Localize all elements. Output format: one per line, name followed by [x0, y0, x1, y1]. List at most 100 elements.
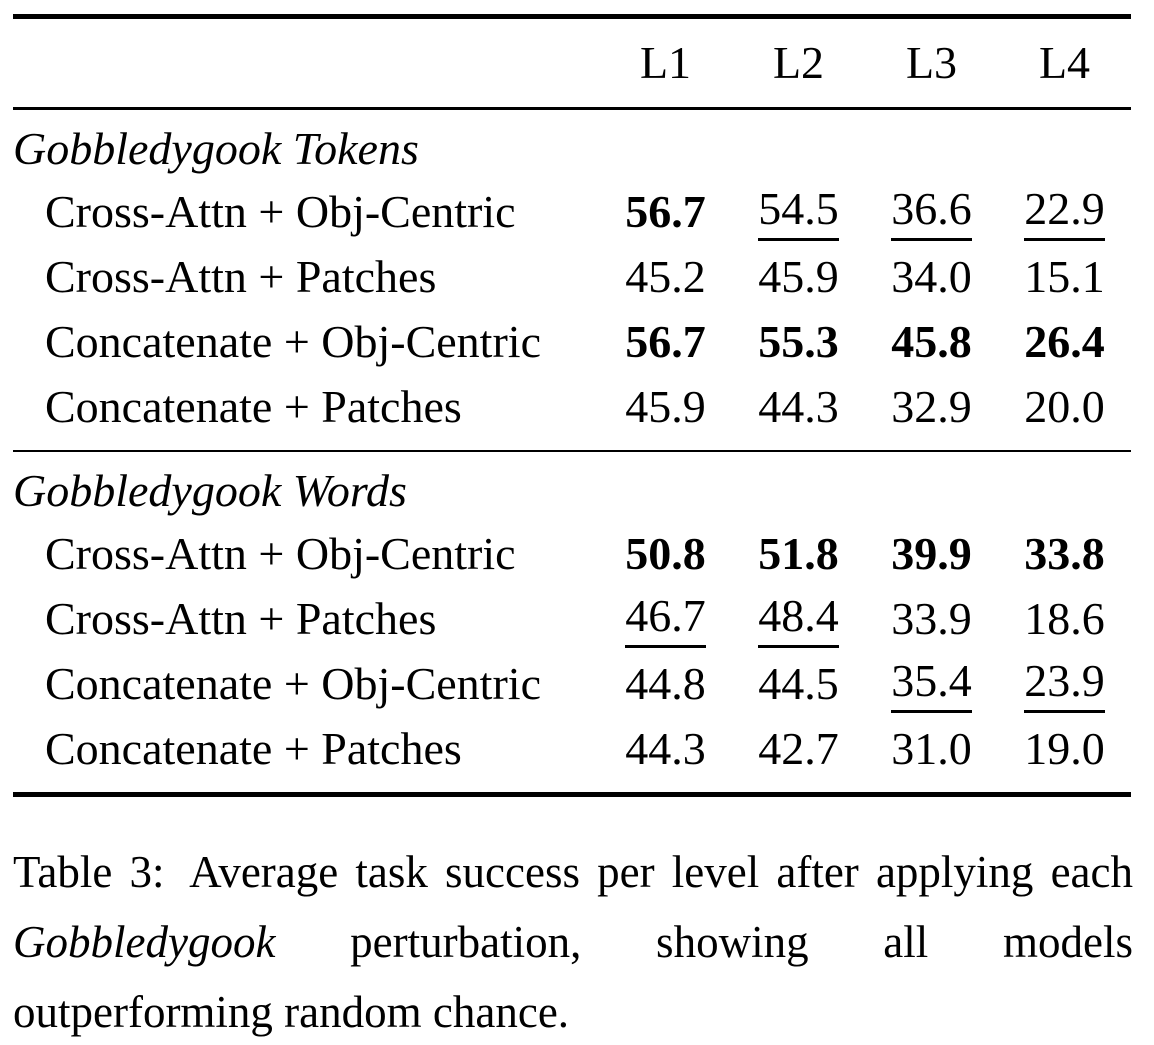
value-cell: 34.0: [865, 251, 998, 303]
value-cell: 32.9: [865, 381, 998, 433]
value-cell: 23.9: [998, 656, 1131, 713]
value-cell: 45.9: [599, 381, 732, 433]
value-text: 54.5: [758, 184, 839, 241]
value-cell: 19.0: [998, 723, 1131, 775]
row-label: Concatenate + Obj-Centric: [45, 316, 541, 368]
caption-label: Table 3:: [13, 847, 165, 897]
value-cell: 54.5: [732, 184, 865, 241]
table-row: Concatenate + Patches 45.9 44.3 32.9 20.0: [13, 375, 1131, 440]
value-cell: 20.0: [998, 381, 1131, 433]
value-cell: 33.9: [865, 593, 998, 645]
value-cell: 33.8: [998, 528, 1131, 580]
value-cell: 55.3: [732, 316, 865, 368]
value-text: 36.6: [891, 184, 972, 241]
value-text: 35.4: [891, 656, 972, 713]
value-cell: 44.3: [599, 723, 732, 775]
table-row: Concatenate + Patches 44.3 42.7 31.0 19.0: [13, 717, 1131, 782]
value-text: 44.8: [625, 658, 706, 710]
value-cell: 50.8: [599, 528, 732, 580]
table-header-row: L1 L2 L3 L4: [13, 19, 1131, 107]
table-top-rule: [13, 14, 1131, 19]
value-cell: 45.2: [599, 251, 732, 303]
column-header-l2: L2: [772, 36, 825, 88]
value-text: 15.1: [1024, 251, 1105, 303]
value-text: 22.9: [1024, 184, 1105, 241]
caption-text-after: perturbation, showing all models outperf…: [13, 917, 1134, 1037]
value-text: 33.8: [1024, 528, 1105, 580]
table-header-rule: [13, 107, 1131, 110]
caption-text-before: Average task success per level after app…: [189, 847, 1134, 897]
value-cell: 45.9: [732, 251, 865, 303]
value-cell: 39.9: [865, 528, 998, 580]
value-text: 39.9: [891, 528, 972, 580]
row-label: Concatenate + Obj-Centric: [45, 658, 541, 710]
value-cell: 42.7: [732, 723, 865, 775]
value-text: 45.9: [625, 381, 706, 433]
value-cell: 18.6: [998, 593, 1131, 645]
value-text: 31.0: [891, 723, 972, 775]
value-text: 42.7: [758, 723, 839, 775]
table-row: Cross-Attn + Obj-Centric 56.7 54.5 36.6 22.9: [13, 180, 1131, 245]
table-row: Cross-Attn + Patches 46.7 48.4 33.9 18.6: [13, 587, 1131, 652]
value-text: 56.7: [625, 316, 706, 368]
value-cell: 31.0: [865, 723, 998, 775]
section-title: Gobbledygook Tokens: [13, 122, 419, 174]
table-row: Concatenate + Obj-Centric 56.7 55.3 45.8 26.…: [13, 310, 1131, 375]
table-body: Gobbledygook Tokens Cross-Attn + Obj-Cent…: [13, 110, 1131, 792]
value-cell: 44.8: [599, 658, 732, 710]
row-label: Cross-Attn + Obj-Centric: [45, 528, 516, 580]
value-cell: 22.9: [998, 184, 1131, 241]
value-cell: 56.7: [599, 316, 732, 368]
row-label: Concatenate + Patches: [45, 723, 462, 775]
value-text: 44.3: [625, 723, 706, 775]
value-cell: 36.6: [865, 184, 998, 241]
row-label: Cross-Attn + Patches: [45, 251, 437, 303]
value-cell: 48.4: [732, 591, 865, 648]
column-header-l1: L1: [639, 36, 692, 88]
row-label: Cross-Attn + Obj-Centric: [45, 186, 516, 238]
value-cell: 44.5: [732, 658, 865, 710]
value-text: 45.2: [625, 251, 706, 303]
row-label: Concatenate + Patches: [45, 381, 462, 433]
table-row: Concatenate + Obj-Centric 44.8 44.5 35.4 23.…: [13, 652, 1131, 717]
table-section: Gobbledygook Words Cross-Attn + Obj-Centr…: [13, 450, 1131, 792]
results-table: L1 L2 L3 L4 Gobbledygook Tokens Cross-Att…: [13, 14, 1131, 797]
value-text: 45.8: [891, 316, 972, 368]
value-cell: 51.8: [732, 528, 865, 580]
row-label: Cross-Attn + Patches: [45, 593, 437, 645]
value-cell: 26.4: [998, 316, 1131, 368]
value-text: 56.7: [625, 186, 706, 238]
value-text: 48.4: [758, 591, 839, 648]
value-cell: 45.8: [865, 316, 998, 368]
value-text: 20.0: [1024, 381, 1105, 433]
table-bottom-rule: [13, 792, 1131, 797]
caption-italic-term: Gobbledygook: [13, 917, 276, 967]
table-row: Cross-Attn + Patches 45.2 45.9 34.0 15.1: [13, 245, 1131, 310]
value-text: 50.8: [625, 528, 706, 580]
value-cell: 46.7: [599, 591, 732, 648]
value-text: 55.3: [758, 316, 839, 368]
value-text: 32.9: [891, 381, 972, 433]
value-cell: 44.3: [732, 381, 865, 433]
table-caption: Table 3: Average task success per level …: [13, 837, 1133, 1045]
table-row: Cross-Attn + Obj-Centric 50.8 51.8 39.9 33.8: [13, 522, 1131, 587]
value-text: 34.0: [891, 251, 972, 303]
value-text: 19.0: [1024, 723, 1105, 775]
value-text: 51.8: [758, 528, 839, 580]
value-text: 26.4: [1024, 316, 1105, 368]
value-text: 44.5: [758, 658, 839, 710]
value-text: 23.9: [1024, 656, 1105, 713]
value-text: 44.3: [758, 381, 839, 433]
value-text: 46.7: [625, 591, 706, 648]
value-text: 45.9: [758, 251, 839, 303]
column-header-l4: L4: [1038, 36, 1091, 88]
value-text: 33.9: [891, 593, 972, 645]
value-cell: 15.1: [998, 251, 1131, 303]
section-title: Gobbledygook Words: [13, 464, 407, 516]
value-text: 18.6: [1024, 593, 1105, 645]
table-section: Gobbledygook Tokens Cross-Attn + Obj-Cent…: [13, 110, 1131, 450]
column-header-l3: L3: [905, 36, 958, 88]
value-cell: 56.7: [599, 186, 732, 238]
value-cell: 35.4: [865, 656, 998, 713]
